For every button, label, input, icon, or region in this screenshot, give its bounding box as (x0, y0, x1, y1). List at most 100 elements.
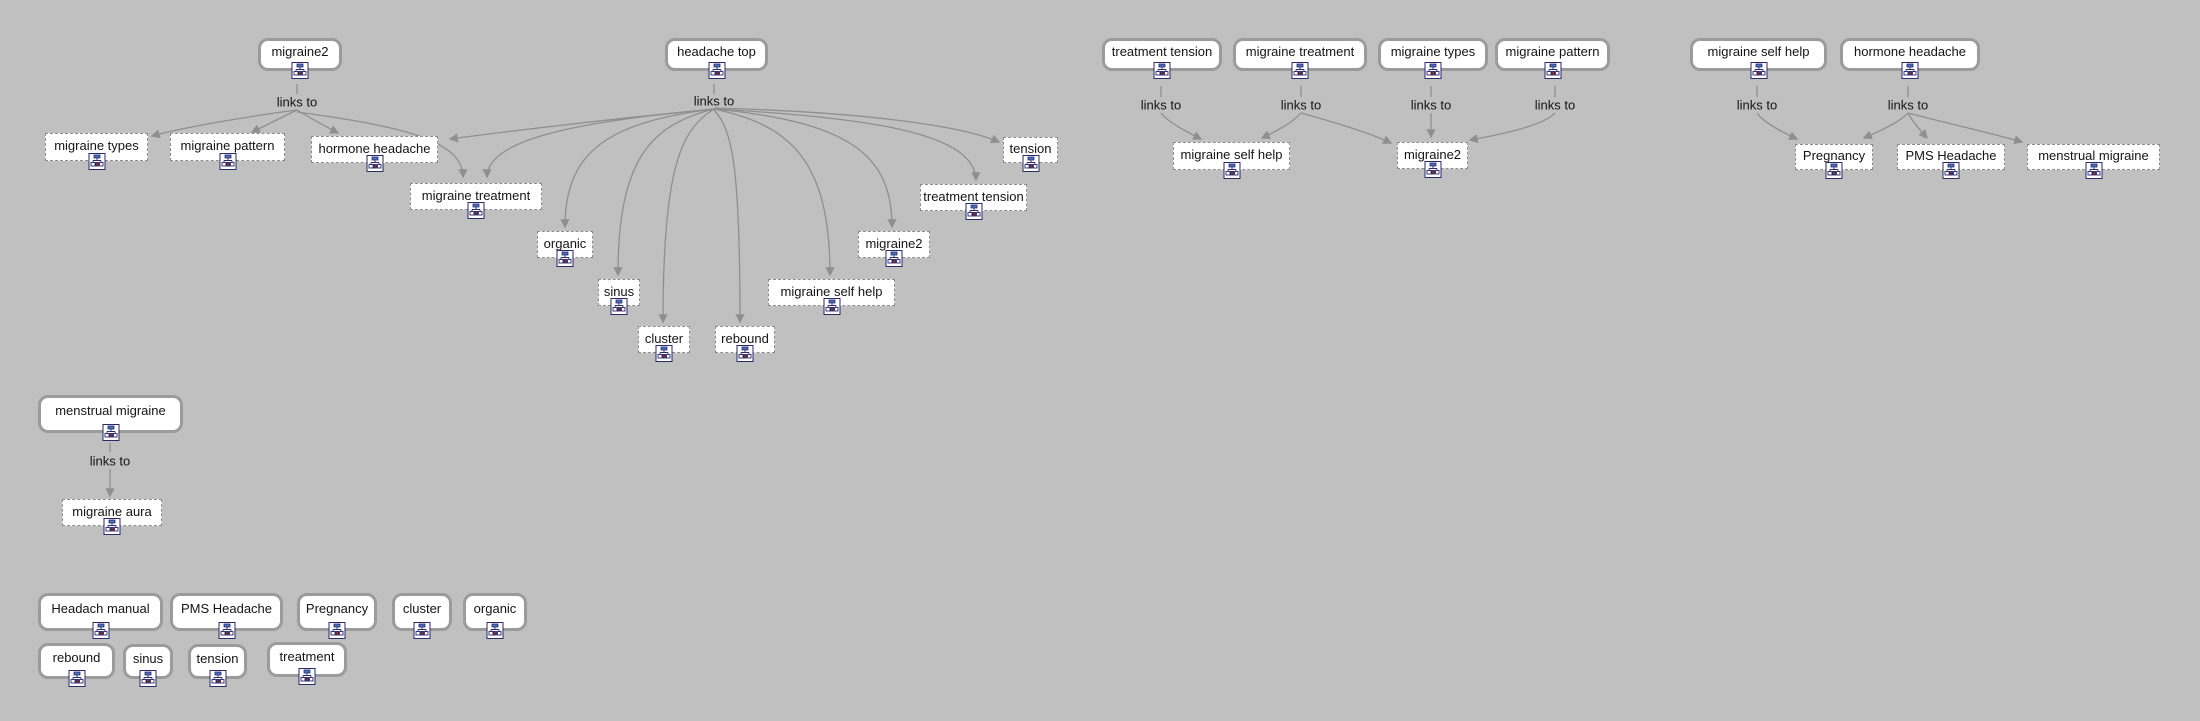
map-view-icon[interactable] (413, 622, 431, 639)
map-node-cluster-item[interactable]: cluster (392, 593, 452, 639)
map-node-sinus-t1[interactable]: sinus (598, 279, 640, 315)
map-view-icon[interactable] (298, 668, 316, 685)
link-label-hub-migraine-self-help[interactable]: links to (1736, 97, 1778, 113)
map-node-sinus-item[interactable]: sinus (123, 644, 173, 687)
map-view-icon[interactable] (708, 62, 725, 79)
map-view-icon[interactable] (1223, 162, 1240, 179)
map-node-menstrual-migraine-src[interactable]: menstrual migraine (38, 395, 183, 441)
map-view-icon[interactable] (68, 670, 85, 687)
map-node-tension-t1[interactable]: tension (1003, 137, 1058, 172)
edge-group (105, 84, 2024, 498)
map-view-icon[interactable] (823, 298, 840, 315)
node-label: migraine self help (1707, 43, 1810, 59)
map-view-icon[interactable] (2085, 162, 2102, 179)
map-view-icon[interactable] (102, 424, 119, 441)
edge-migraine2-top-to-migraine-pattern-t1 (250, 109, 298, 133)
map-view-icon[interactable] (1942, 162, 1960, 179)
node-label: PMS Headache (1905, 148, 1997, 163)
map-view-icon[interactable] (655, 345, 673, 362)
map-view-icon[interactable] (467, 202, 485, 219)
map-node-migraine2-top[interactable]: migraine2 (258, 38, 342, 79)
edge-hormone-headache-src-to-pms-headache-t1 (1907, 112, 1928, 140)
map-view-icon[interactable] (965, 203, 982, 220)
map-node-menstrual-migraine-t1[interactable]: menstrual migraine (2027, 144, 2160, 179)
map-view-icon[interactable] (1825, 162, 1843, 179)
map-node-pms-headache-item[interactable]: PMS Headache (170, 593, 283, 639)
map-node-migraine-aura-t1[interactable]: migraine aura (62, 499, 162, 535)
map-node-organic-item[interactable]: organic (463, 593, 527, 639)
link-label-hub-menstrual-migraine[interactable]: links to (89, 453, 131, 469)
node-label: organic (473, 601, 517, 616)
map-node-hormone-headache-src[interactable]: hormone headache (1840, 38, 1980, 79)
map-view-icon[interactable] (92, 622, 109, 639)
link-label-hub-migraine-types[interactable]: links to (1410, 97, 1452, 113)
map-view-icon[interactable] (103, 518, 121, 535)
map-node-treatment-item[interactable]: treatment (267, 642, 347, 685)
map-view-icon[interactable] (139, 670, 157, 687)
edge-headache-top-to-rebound-t1 (713, 109, 745, 324)
map-node-pms-headache-t1[interactable]: PMS Headache (1897, 144, 2005, 179)
map-node-migraine2-t1[interactable]: migraine2 (858, 231, 930, 267)
map-view-icon[interactable] (1544, 62, 1561, 79)
map-node-migraine-treatment-t1[interactable]: migraine treatment (410, 183, 542, 219)
map-node-rebound-item[interactable]: rebound (38, 643, 115, 687)
node-label: hormone headache (318, 140, 431, 156)
map-view-icon[interactable] (736, 345, 754, 362)
map-node-migraine-treatment-src[interactable]: migraine treatment (1233, 38, 1367, 79)
map-node-pregnancy-t1[interactable]: Pregnancy (1795, 144, 1873, 179)
map-view-icon[interactable] (1424, 161, 1441, 178)
map-view-icon[interactable] (610, 298, 628, 315)
link-label-hub-hormone-headache[interactable]: links to (1887, 97, 1929, 113)
map-view-icon[interactable] (366, 155, 383, 172)
node-label: migraine pattern (180, 138, 275, 153)
map-node-hormone-headache-t1[interactable]: hormone headache (311, 136, 438, 172)
map-node-organic-t1[interactable]: organic (537, 231, 593, 267)
map-view-icon[interactable] (1291, 62, 1309, 79)
map-node-migraine-types-src[interactable]: migraine types (1378, 38, 1488, 79)
map-node-headach-manual[interactable]: Headach manual (38, 593, 163, 639)
map-view-icon[interactable] (88, 153, 105, 170)
map-node-rebound-t1[interactable]: rebound (715, 326, 775, 362)
link-label-hub-headache-top[interactable]: links to (693, 93, 735, 109)
node-label: migraine2 (865, 235, 923, 251)
map-view-icon[interactable] (291, 62, 309, 79)
map-node-pregnancy-item[interactable]: Pregnancy (297, 593, 377, 639)
map-node-migraine-types-t1[interactable]: migraine types (45, 133, 148, 170)
map-view-icon[interactable] (209, 670, 226, 687)
map-view-icon[interactable] (486, 622, 504, 639)
map-view-icon[interactable] (328, 622, 346, 639)
edge-headache-top-to-sinus-t1 (613, 108, 715, 277)
map-view-icon[interactable] (1022, 155, 1039, 172)
map-view-icon[interactable] (1153, 62, 1171, 79)
map-view-icon[interactable] (219, 153, 236, 170)
map-view-icon[interactable] (1424, 62, 1442, 79)
map-node-treatment-tension-t1[interactable]: treatment tension (920, 184, 1027, 220)
link-label-hub-treatment-tension[interactable]: links to (1140, 97, 1182, 113)
map-view-icon[interactable] (885, 250, 903, 267)
map-view-icon[interactable] (556, 250, 574, 267)
node-label: menstrual migraine (55, 403, 166, 418)
map-view-icon[interactable] (218, 622, 235, 639)
map-node-migraine-self-help-t2[interactable]: migraine self help (1173, 142, 1290, 179)
map-node-tension-item[interactable]: tension (188, 644, 247, 687)
map-node-treatment-tension-src[interactable]: treatment tension (1102, 38, 1222, 79)
link-label-hub-migraine-pattern[interactable]: links to (1534, 97, 1576, 113)
map-node-headache-top[interactable]: headache top (665, 38, 768, 79)
node-label: migraine2 (271, 43, 329, 59)
edge-headache-top-to-migraine-self-help-t1 (713, 108, 835, 277)
map-node-migraine-self-help-src[interactable]: migraine self help (1690, 38, 1827, 79)
map-node-migraine-pattern-src[interactable]: migraine pattern (1495, 38, 1610, 79)
map-view-icon[interactable] (1750, 62, 1767, 79)
map-node-migraine2-t2[interactable]: migraine2 (1397, 142, 1468, 178)
map-node-migraine-pattern-t1[interactable]: migraine pattern (170, 133, 285, 170)
node-label: treatment tension (1111, 43, 1213, 59)
map-view-icon[interactable] (1901, 62, 1919, 79)
link-label-hub-migraine-treatment[interactable]: links to (1280, 97, 1322, 113)
map-node-cluster-t1[interactable]: cluster (638, 326, 690, 362)
node-label: headache top (677, 43, 756, 59)
edge-migraine-self-help-src-to-pregnancy-t1 (1756, 112, 1799, 140)
map-node-migraine-self-help-t1[interactable]: migraine self help (768, 279, 895, 315)
link-label-hub-migraine2[interactable]: links to (276, 94, 318, 110)
edge-migraine2-top-to-migraine-types-t1 (150, 109, 298, 139)
